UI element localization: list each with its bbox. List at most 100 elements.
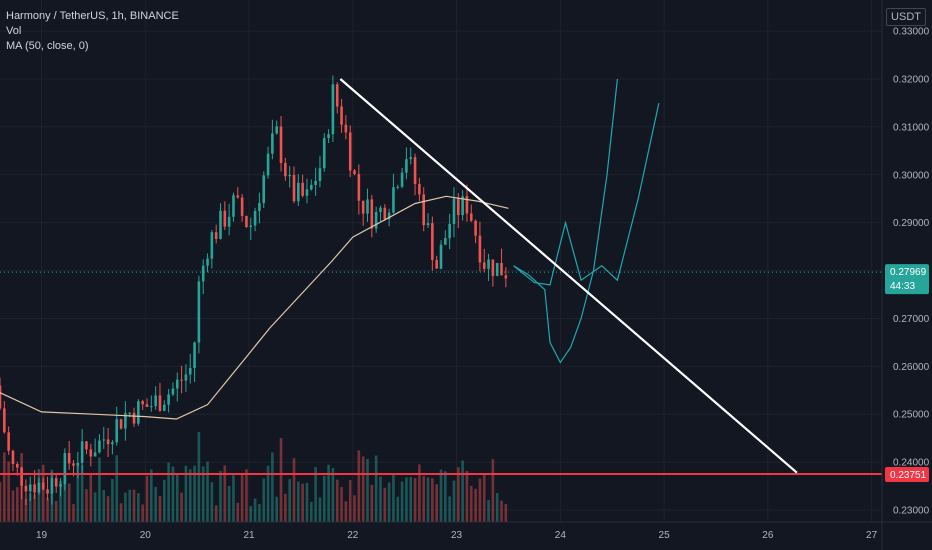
level-price-value: 0.23751: [890, 470, 927, 481]
candle-body: [98, 440, 101, 453]
candle-body: [76, 462, 80, 466]
volume-bar: [413, 478, 417, 522]
volume-bar: [258, 504, 261, 522]
ma-legend[interactable]: MA (50, close, 0): [6, 40, 89, 52]
candle-body: [80, 441, 84, 463]
volume-bar: [435, 484, 438, 522]
volume-bar: [357, 450, 361, 522]
candle-body: [119, 419, 123, 429]
time-tick-label: 20: [140, 530, 152, 541]
time-tick-label: 24: [555, 530, 567, 541]
volume-bar: [439, 469, 443, 522]
volume-bar: [89, 472, 93, 522]
volume-bar: [318, 497, 322, 522]
candle-body: [102, 439, 106, 441]
volume-bar: [431, 478, 434, 522]
current-price-badge: 0.27969 44:33: [885, 264, 929, 295]
volume-bar: [46, 497, 49, 522]
candle-body: [128, 412, 132, 414]
volume-bar: [72, 504, 75, 522]
volume-bar: [297, 481, 300, 522]
volume-bar: [418, 464, 421, 522]
time-tick-label: 27: [866, 530, 878, 541]
candle-body: [141, 401, 144, 405]
volume-bar: [206, 461, 209, 522]
volume-bar: [262, 478, 266, 522]
candle-body: [379, 207, 382, 213]
volume-bar: [456, 467, 460, 522]
volume-bar: [115, 455, 119, 522]
volume-legend[interactable]: Vol: [6, 25, 22, 37]
candle-body: [387, 212, 391, 220]
candle-body: [262, 175, 266, 204]
candle-body: [50, 478, 54, 494]
candle-body: [137, 401, 140, 424]
volume-bar: [309, 501, 313, 522]
volume-bar: [180, 492, 183, 522]
candle-body: [383, 207, 387, 220]
volume-bar: [85, 489, 88, 522]
candle-body: [28, 484, 32, 492]
candle-body: [214, 232, 218, 239]
candle-body: [158, 395, 162, 411]
candle-body: [426, 223, 430, 226]
candle-body: [236, 195, 240, 198]
candle-body: [456, 198, 460, 216]
volume-bar: [284, 493, 287, 522]
candle-body: [206, 258, 209, 266]
volume-bar: [392, 475, 395, 522]
candle-body: [37, 482, 41, 493]
volume-bar: [33, 494, 36, 522]
volume-bar: [327, 464, 330, 522]
volume-bar: [305, 482, 309, 522]
candle-body: [210, 232, 214, 259]
candle-body: [63, 453, 67, 485]
candle-body: [20, 467, 23, 486]
volume-bar: [98, 457, 101, 522]
volume-bar: [279, 438, 283, 522]
candle-body: [227, 216, 231, 227]
candle-body: [184, 374, 188, 381]
volume-bar: [0, 481, 2, 522]
volume-bar: [193, 465, 196, 522]
price-tick-label: 0.26000: [893, 362, 930, 373]
candle-body: [167, 394, 170, 405]
candle-body: [474, 220, 477, 236]
candle-body: [175, 379, 179, 389]
projection-path-upper: [513, 102, 660, 286]
volume-bar: [478, 478, 482, 522]
volume-bar: [102, 489, 106, 522]
candle-body: [15, 463, 19, 468]
volume-bar: [409, 477, 413, 522]
candle-body: [85, 441, 88, 450]
candle-body: [59, 484, 62, 487]
price-tick-label: 0.25000: [893, 410, 930, 421]
volume-bar: [119, 503, 123, 522]
downtrend-line[interactable]: [339, 78, 798, 474]
candle-body: [180, 379, 183, 381]
volume-bar: [396, 496, 400, 522]
level-price-badge-bg: [885, 467, 929, 483]
volume-bar: [387, 482, 391, 522]
candle-body: [366, 199, 369, 214]
grid: [0, 0, 882, 522]
time-tick-label: 22: [347, 530, 359, 541]
volume-bar: [184, 465, 188, 522]
volume-bar: [461, 460, 464, 522]
candle-body: [201, 265, 205, 282]
candle-body: [232, 195, 235, 217]
volume-bar: [111, 479, 114, 522]
symbol-title[interactable]: Harmony / TetherUS, 1h, BINANCE: [6, 10, 179, 22]
volume-bar: [128, 489, 132, 522]
currency-label[interactable]: USDT: [886, 8, 926, 26]
volume-bar: [197, 432, 201, 522]
volume-bar: [253, 498, 257, 522]
candle-body: [340, 106, 343, 125]
volume-bar: [145, 475, 149, 522]
candle-body: [301, 182, 304, 196]
volume-bar: [491, 459, 495, 522]
volume-bar: [37, 469, 41, 522]
volume-bar: [465, 470, 469, 522]
